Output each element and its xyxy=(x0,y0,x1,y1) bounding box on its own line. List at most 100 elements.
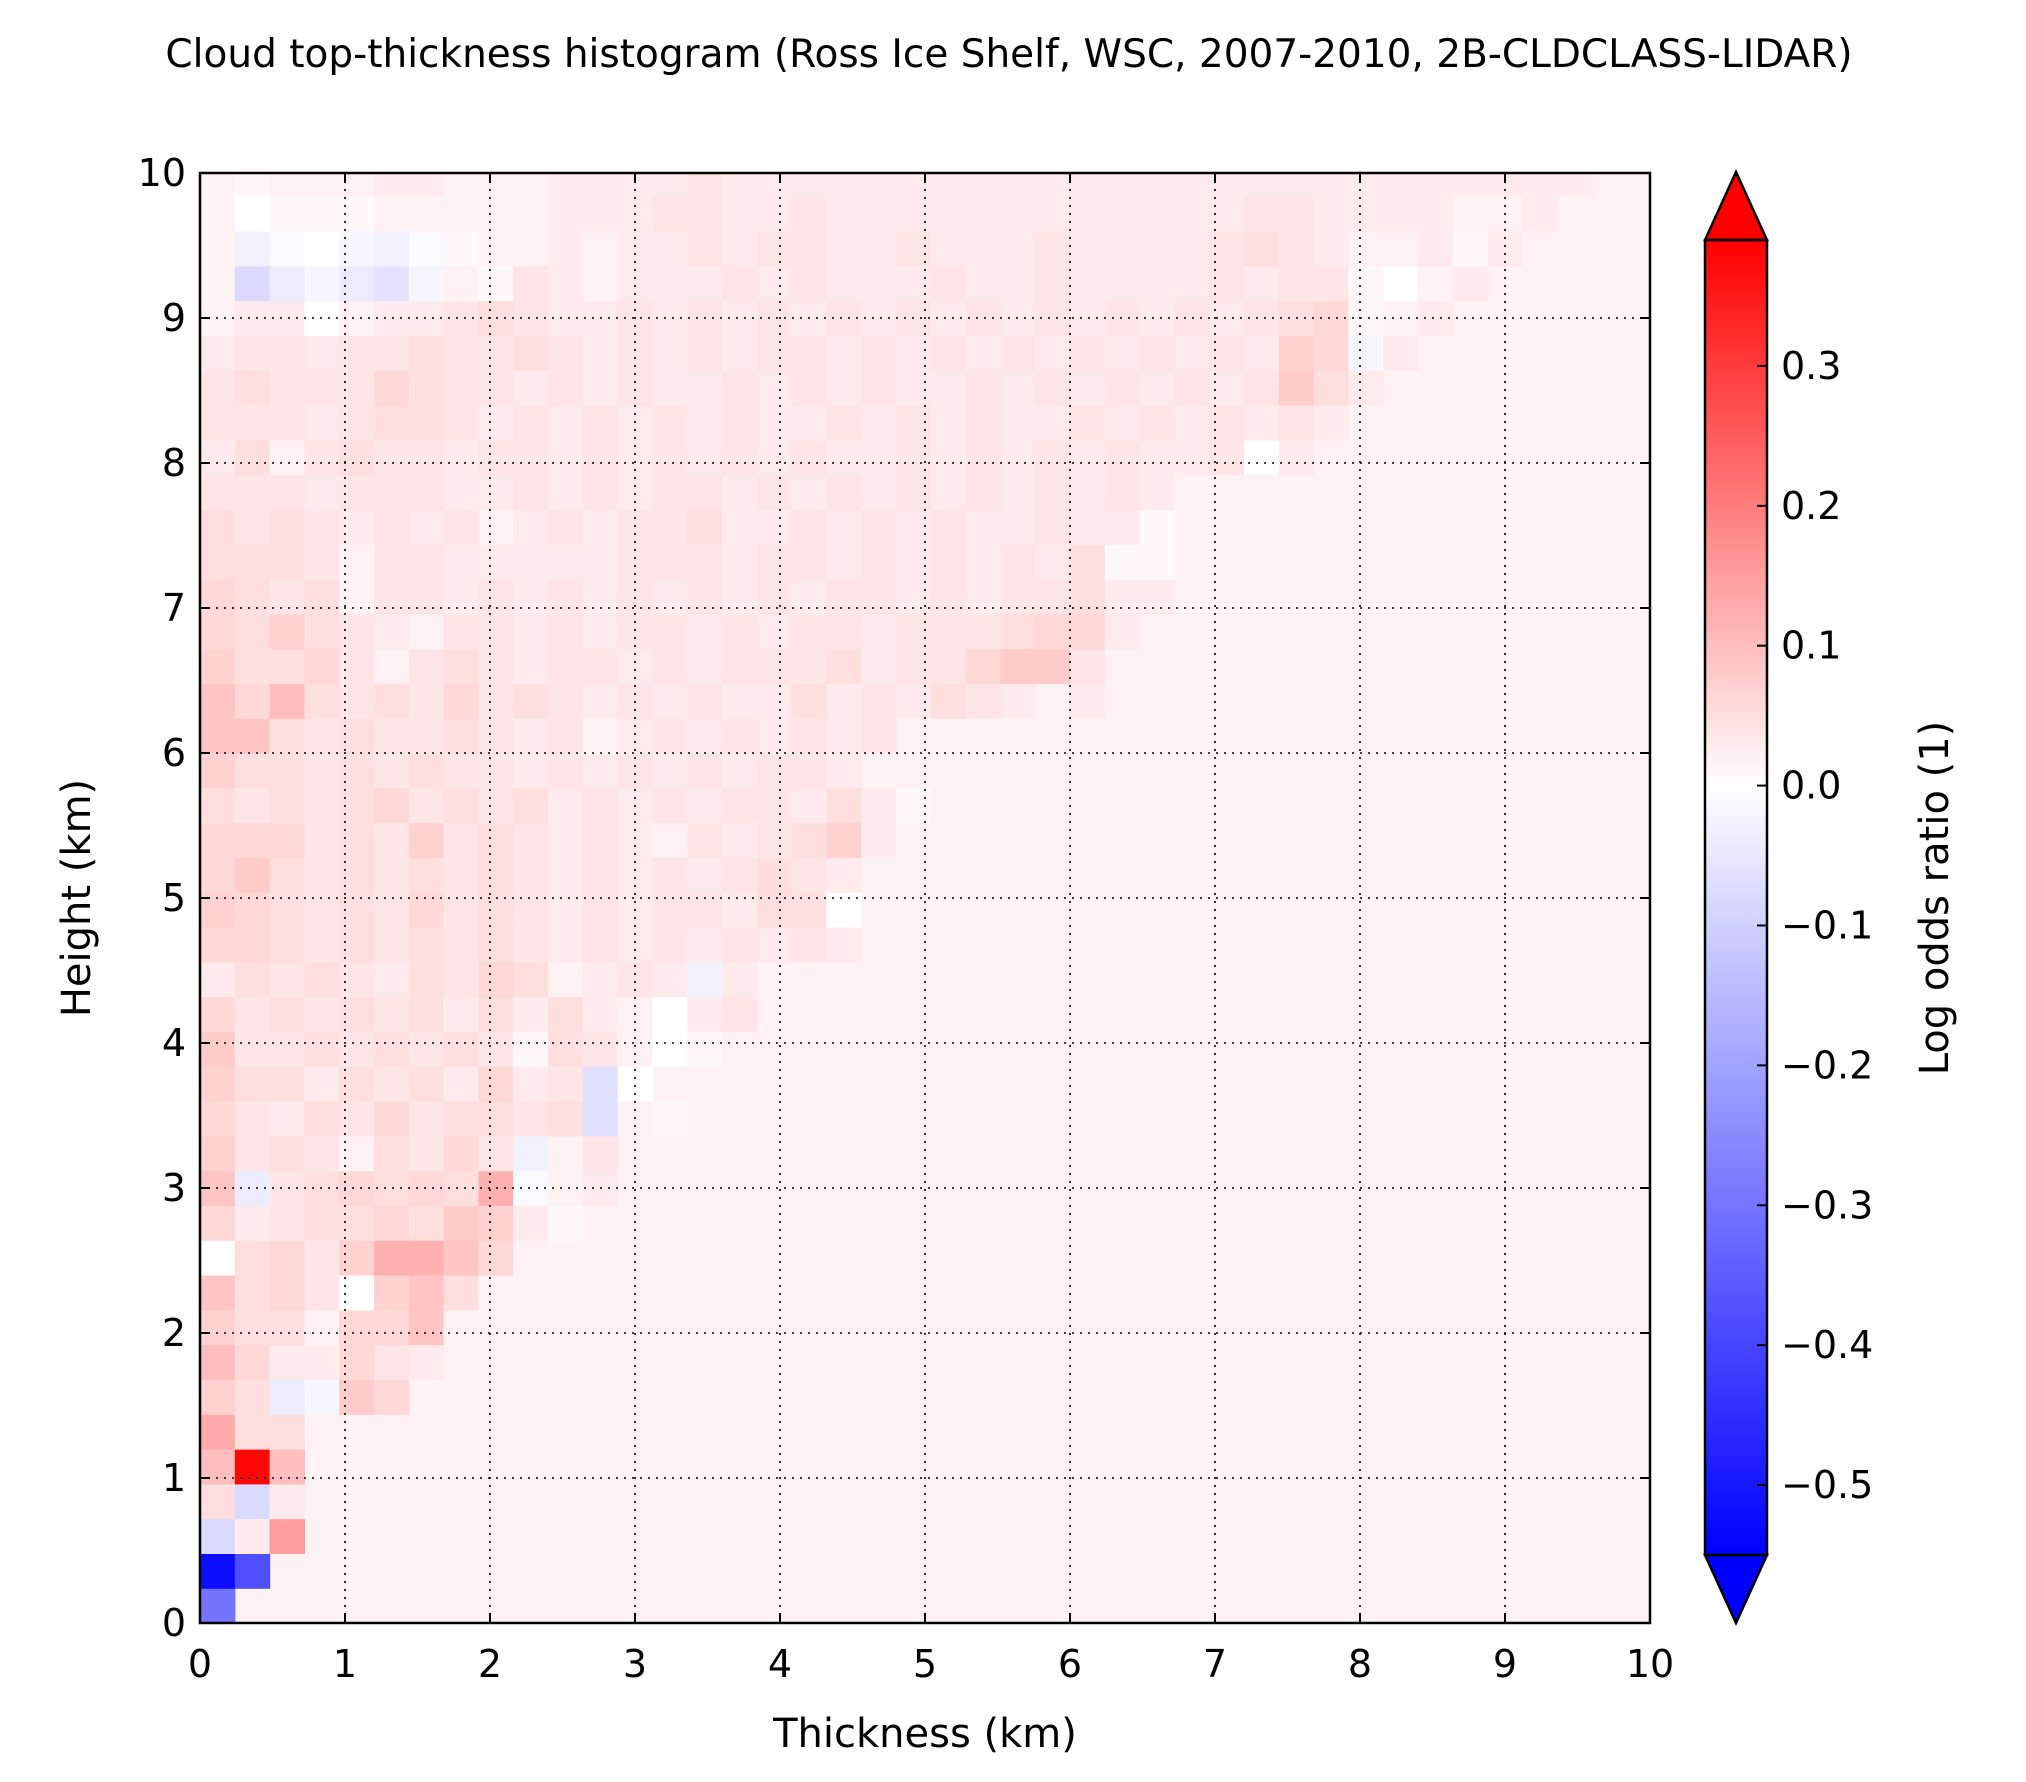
heatmap-cell xyxy=(617,370,653,406)
heatmap-cell xyxy=(200,718,236,754)
heatmap-cell xyxy=(304,196,340,232)
x-tick-label: 0 xyxy=(188,1642,212,1686)
heatmap-cell xyxy=(617,579,653,615)
heatmap-cell xyxy=(548,683,584,719)
heatmap-cell xyxy=(722,265,758,302)
heatmap-cell xyxy=(408,1066,445,1102)
heatmap-cell xyxy=(478,1135,514,1172)
heatmap-cell xyxy=(443,1240,479,1276)
heatmap-cell xyxy=(304,1031,340,1067)
heatmap-cell xyxy=(617,474,653,510)
heatmap-cell xyxy=(1035,474,1071,510)
heatmap-cell xyxy=(930,405,967,441)
heatmap-cell xyxy=(1035,613,1071,650)
heatmap-cell xyxy=(408,787,445,824)
heatmap-cell xyxy=(269,439,305,476)
heatmap-cell xyxy=(548,822,584,858)
heatmap-cell xyxy=(687,787,723,824)
heatmap-cell xyxy=(304,1170,340,1206)
heatmap-cell xyxy=(896,439,932,476)
heatmap-cell xyxy=(548,718,584,754)
heatmap-cell xyxy=(687,173,723,197)
heatmap-cell xyxy=(1000,231,1036,267)
heatmap-cell xyxy=(826,173,862,197)
heatmap-cell xyxy=(1139,370,1175,406)
heatmap-cell xyxy=(930,579,967,615)
heatmap-cell xyxy=(269,927,305,963)
heatmap-cell xyxy=(304,1101,340,1137)
heatmap-cell xyxy=(687,753,723,789)
heatmap-cell xyxy=(722,300,758,336)
heatmap-cell xyxy=(304,996,340,1032)
heatmap-cell xyxy=(687,857,723,893)
heatmap-cell xyxy=(861,544,897,580)
colorbar-extend-min-arrow xyxy=(1703,1553,1769,1627)
heatmap-cell xyxy=(652,265,688,302)
heatmap-cell xyxy=(756,927,793,963)
x-tick-label: 7 xyxy=(1203,1642,1227,1686)
heatmap-cell xyxy=(200,1066,236,1102)
heatmap-cell xyxy=(374,996,410,1032)
heatmap-cell xyxy=(408,335,445,371)
heatmap-cell xyxy=(756,439,793,476)
heatmap-cell xyxy=(1000,370,1036,406)
heatmap-cell xyxy=(826,927,862,963)
heatmap-cell xyxy=(756,787,793,824)
heatmap-cell xyxy=(408,1101,445,1137)
heatmap-cell xyxy=(1000,474,1036,510)
heatmap-cell xyxy=(443,231,479,267)
heatmap-cell xyxy=(1035,648,1071,684)
heatmap-cell xyxy=(513,1135,549,1172)
heatmap-cell xyxy=(1348,173,1384,197)
heatmap-cell xyxy=(443,265,479,302)
heatmap-cell xyxy=(722,579,758,615)
heatmap-cell xyxy=(1035,509,1071,545)
heatmap-cell xyxy=(1139,439,1175,476)
heatmap-cell xyxy=(408,648,445,684)
heatmap-cell xyxy=(269,173,305,197)
heatmap-cell xyxy=(1244,335,1280,371)
heatmap-cell xyxy=(1244,370,1280,406)
heatmap-cell xyxy=(1418,231,1454,267)
heatmap-cell xyxy=(234,1135,271,1172)
heatmap-cell xyxy=(443,857,479,893)
heatmap-cell xyxy=(861,683,897,719)
heatmap-cell xyxy=(687,683,723,719)
heatmap-cell xyxy=(269,787,305,824)
heatmap-cell xyxy=(200,1275,236,1311)
colorbar-tick-label: −0.3 xyxy=(1781,1183,1873,1227)
heatmap-cell xyxy=(200,1309,236,1346)
x-tick-label: 4 xyxy=(768,1642,792,1686)
heatmap-cell xyxy=(339,231,375,267)
heatmap-cell xyxy=(408,1309,445,1346)
heatmap-cell xyxy=(408,927,445,963)
heatmap-cell xyxy=(513,961,549,998)
heatmap-cell xyxy=(652,961,688,998)
heatmap-cell xyxy=(200,335,236,371)
heatmap-cell xyxy=(722,753,758,789)
heatmap-cell xyxy=(791,509,827,545)
heatmap-cell xyxy=(756,718,793,754)
heatmap-cell xyxy=(1418,300,1454,336)
heatmap-cell xyxy=(687,335,723,371)
heatmap-cell xyxy=(339,927,375,963)
heatmap-cell xyxy=(1070,544,1106,580)
heatmap-cell xyxy=(478,1031,514,1067)
heatmap-cell xyxy=(861,265,897,302)
heatmap-cell xyxy=(722,370,758,406)
colorbar-gradient xyxy=(1705,240,1767,1555)
heatmap-cell xyxy=(756,370,793,406)
heatmap-cell xyxy=(408,509,445,545)
heatmap-cell xyxy=(1278,439,1315,476)
heatmap-cell xyxy=(1070,613,1106,650)
heatmap-cell xyxy=(443,335,479,371)
heatmap-cell xyxy=(304,1309,340,1346)
heatmap-cell xyxy=(478,787,514,824)
heatmap-cell xyxy=(896,173,932,197)
heatmap-cell xyxy=(408,439,445,476)
heatmap-cell xyxy=(826,613,862,650)
heatmap-cell xyxy=(478,1275,514,1311)
heatmap-cell xyxy=(1070,509,1106,545)
heatmap-cell xyxy=(234,1275,271,1311)
